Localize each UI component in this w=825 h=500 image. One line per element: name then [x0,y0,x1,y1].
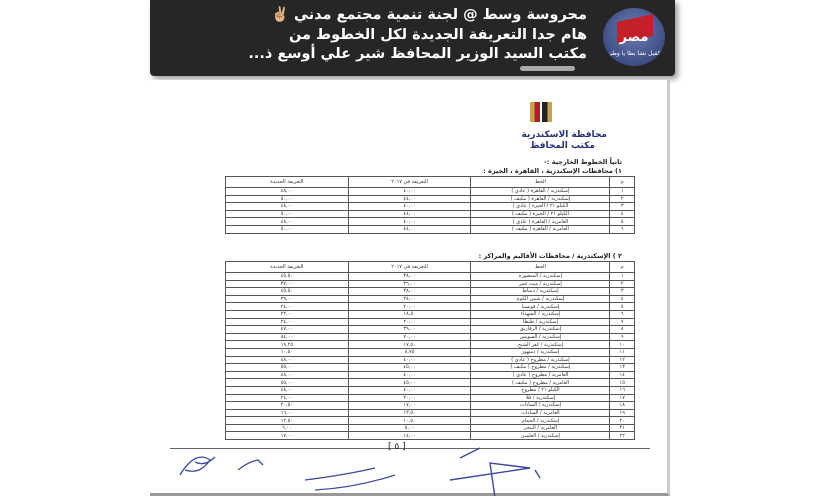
table-header-row: م الخط التعريفة في ٢٠١٧ التعريفة الجديدة [225,261,635,273]
table-cell: ٥٠,٠٠ [225,224,349,234]
post-line: مكتب السيد الوزير المحافظ شير علي أوسع ذ… [248,46,587,62]
table-row: ٢٢ إسكندرية / العلمين ١٤,٠٠ ١٧,٠٠ [225,431,635,441]
table-cell: ٦ [609,224,635,234]
signature [179,456,216,476]
office-title: مكتب المحافظ [529,141,595,151]
column-header: التعريفة في ٢٠١٧ [347,261,472,273]
post-line: محروسة وسط @ لجنة تنمية مجتمع مدني ✌🏼 [270,7,587,23]
column-header: الخط [470,176,611,188]
column-header: م [609,261,635,273]
column-header: م [609,176,635,188]
column-header: التعريفة في ٢٠١٧ [347,176,472,188]
signature [449,447,541,496]
fares-table-2: م الخط التعريفة في ٢٠١٧ التعريفة الجديدة ١ إس… [225,261,635,441]
avatar-logo-text: مصر [619,30,649,45]
signature [237,459,264,471]
table-row: ٥ العامرية / القاهرة ( عادي ) ٤٠,٠٠ ٤٨,٠٠ [225,217,635,226]
avatar[interactable]: مصر كفيل نشا بطا يا وطن [603,8,665,66]
table-cell: ٤٤,٠٠ [347,224,472,234]
column-header: التعريفة الجديدة [225,261,349,273]
page-number: [ ٥ ] [388,442,406,452]
table-cell: ١٧,٠٠ [225,431,349,441]
table1-caption: ١) محافظات الإسكندرية ، القاهرة ، الجيزة… [483,167,622,175]
drag-handle[interactable] [520,66,575,71]
table-row: ٦ العامرية / القاهرة ( مكيف ) ٤٤,٠٠ ٥٠,٠٠ [225,224,635,234]
governorate-title: محافظة الاسكندرية [521,130,607,140]
divider [170,448,650,449]
table-cell: العامرية / القاهرة ( مكيف ) [470,224,611,234]
table-header-row: م الخط التعريفة في ٢٠١٧ التعريفة الجديدة [225,176,635,188]
signatures [179,447,541,496]
column-header: الخط [470,261,611,273]
table2-caption: ٢ ) الإسكندرية / محافظات الأقاليم والمرا… [478,252,622,260]
column-header: التعريفة الجديدة [225,176,349,188]
table-cell: إسكندرية / العلمين [470,431,611,441]
post-text[interactable]: محروسة وسط @ لجنة تنمية مجتمع مدني ✌🏼 ها… [167,6,587,65]
eagle-emblem-icon [530,102,552,122]
fares-table-1: م الخط التعريفة في ٢٠١٧ التعريفة الجديدة ١ إس… [225,176,635,234]
table-row: ٣ الكيلو ٢١ / الجيزة ( عادي ) ٤٠,٠٠ ٤٨,٠٠ [225,202,635,211]
section-heading: ثانياً الخطوط الخارجية :- [544,158,622,166]
document-image: محافظة الاسكندرية مكتب المحافظ ثانياً ال… [150,80,670,496]
table-cell: ١٤,٠٠ [347,431,472,441]
post-line: هام جدا التعريفة الجديدة لكل الخطوط من [288,26,587,43]
avatar-logo-subtext: كفيل نشا بطا يا وطن [607,50,661,57]
table-cell: ٢٢ [609,431,635,441]
signature [304,467,396,491]
post-header: مصر كفيل نشا بطا يا وطن محروسة وسط @ لجن… [150,0,675,76]
